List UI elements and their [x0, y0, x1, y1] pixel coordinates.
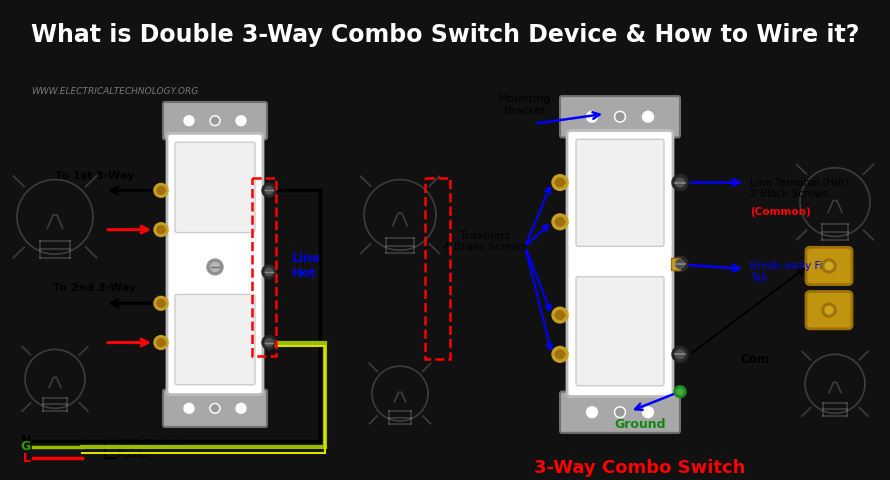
Circle shape — [154, 183, 168, 197]
Circle shape — [616, 113, 624, 120]
Text: Break-away Fin
Tab: Break-away Fin Tab — [750, 261, 829, 283]
Circle shape — [157, 338, 165, 347]
FancyBboxPatch shape — [163, 390, 267, 427]
FancyBboxPatch shape — [163, 102, 267, 139]
Circle shape — [672, 256, 688, 272]
Circle shape — [157, 186, 165, 194]
Text: To 2nd 3-Way: To 2nd 3-Way — [53, 284, 136, 293]
Circle shape — [210, 403, 220, 413]
Bar — [425, 178, 450, 359]
Circle shape — [676, 350, 684, 359]
Circle shape — [211, 263, 220, 271]
Circle shape — [157, 226, 165, 234]
Circle shape — [587, 407, 597, 418]
FancyBboxPatch shape — [576, 139, 664, 246]
Circle shape — [154, 336, 168, 349]
Circle shape — [210, 116, 220, 126]
Circle shape — [555, 178, 564, 187]
Circle shape — [674, 386, 686, 397]
Circle shape — [614, 111, 626, 122]
Circle shape — [236, 116, 246, 126]
Circle shape — [825, 306, 833, 314]
Bar — [252, 178, 276, 356]
Text: To Both Load
Points: To Both Load Points — [118, 439, 184, 460]
Circle shape — [262, 336, 276, 349]
Text: (Common): (Common) — [750, 207, 811, 217]
Text: N: N — [20, 434, 31, 447]
FancyBboxPatch shape — [175, 294, 255, 385]
Circle shape — [643, 111, 653, 122]
Circle shape — [154, 223, 168, 237]
Circle shape — [555, 217, 564, 226]
Circle shape — [614, 407, 626, 418]
Bar — [671, 258, 680, 270]
Text: WWW.ELECTRICALTECHNOLOGY.ORG: WWW.ELECTRICALTECHNOLOGY.ORG — [31, 87, 198, 96]
Circle shape — [236, 403, 246, 413]
Circle shape — [672, 175, 688, 191]
FancyBboxPatch shape — [806, 291, 852, 329]
Circle shape — [616, 408, 624, 416]
Circle shape — [265, 338, 273, 347]
Circle shape — [552, 214, 568, 229]
Text: 3-Way Combo Switch: 3-Way Combo Switch — [534, 459, 746, 477]
Text: L: L — [23, 452, 31, 465]
Circle shape — [212, 405, 219, 412]
Text: Line
Hot: Line Hot — [292, 252, 321, 280]
Text: Line Terminal (Hot)
2 Black Screws: Line Terminal (Hot) 2 Black Screws — [750, 178, 849, 199]
Circle shape — [825, 262, 833, 270]
Circle shape — [265, 186, 273, 194]
Circle shape — [676, 178, 684, 187]
Circle shape — [207, 259, 223, 275]
Text: G: G — [20, 440, 31, 453]
Text: What is Double 3-Way Combo Switch Device & How to Wire it?: What is Double 3-Way Combo Switch Device… — [31, 23, 859, 47]
Circle shape — [587, 111, 597, 122]
Circle shape — [552, 347, 568, 362]
Text: To 1st 3-Way: To 1st 3-Way — [55, 170, 134, 180]
Circle shape — [677, 389, 683, 395]
Text: Ground: Ground — [614, 418, 666, 431]
Circle shape — [822, 303, 836, 317]
FancyBboxPatch shape — [560, 392, 680, 433]
Circle shape — [672, 347, 688, 362]
Circle shape — [822, 259, 836, 273]
Circle shape — [643, 407, 653, 418]
Circle shape — [676, 260, 684, 268]
Circle shape — [184, 116, 194, 126]
Circle shape — [265, 268, 273, 276]
Circle shape — [262, 183, 276, 197]
FancyBboxPatch shape — [167, 133, 263, 395]
Circle shape — [262, 265, 276, 279]
FancyBboxPatch shape — [576, 277, 664, 386]
Text: Travelers
4 Brass Screws: Travelers 4 Brass Screws — [443, 230, 527, 252]
Text: Mounting
Bracket: Mounting Bracket — [498, 94, 551, 116]
FancyBboxPatch shape — [567, 131, 673, 396]
FancyBboxPatch shape — [175, 142, 255, 233]
Circle shape — [552, 175, 568, 191]
Circle shape — [157, 300, 165, 307]
Circle shape — [555, 311, 564, 320]
Circle shape — [154, 296, 168, 310]
FancyBboxPatch shape — [806, 247, 852, 285]
FancyBboxPatch shape — [560, 96, 680, 137]
Circle shape — [552, 307, 568, 323]
Circle shape — [555, 350, 564, 359]
Circle shape — [212, 117, 219, 124]
Circle shape — [184, 403, 194, 413]
Text: Com: Com — [740, 353, 769, 366]
